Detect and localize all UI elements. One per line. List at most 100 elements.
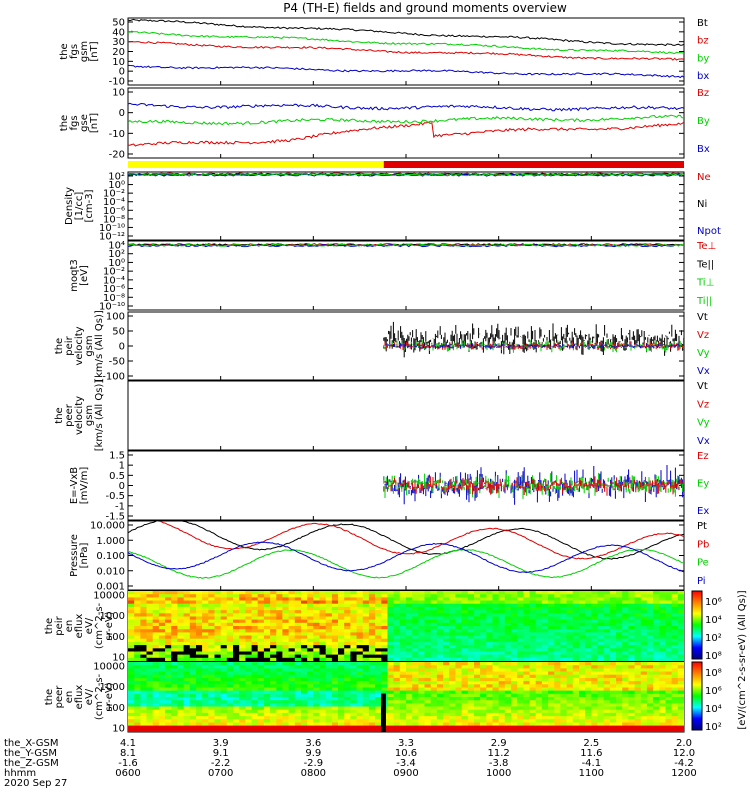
heatmap-cell [375, 687, 382, 692]
heatmap-cell [406, 706, 413, 711]
heatmap-cell [486, 674, 494, 679]
heatmap-cell [313, 668, 321, 673]
heatmap-cell [140, 697, 148, 701]
heatmap-cell [152, 638, 160, 643]
heatmap-cell [282, 687, 290, 692]
heatmap-cell [393, 700, 401, 704]
heatmap-cell [412, 594, 419, 598]
series-spikes [383, 321, 684, 358]
heatmap-cell [560, 677, 568, 682]
heatmap-cell [226, 651, 234, 656]
heatmap-cell [622, 693, 629, 698]
heatmap-cell [301, 668, 308, 673]
heatmap-cell [609, 687, 617, 692]
heatmap-cell [622, 662, 629, 666]
heatmap-cell [622, 594, 629, 598]
heatmap-cell [492, 709, 500, 714]
heatmap-cell [517, 657, 524, 661]
heatmap-cell [301, 619, 308, 624]
heatmap-cell [443, 725, 450, 730]
heatmap-cell [350, 687, 358, 692]
heatmap-cell [183, 657, 191, 661]
heatmap-cell [282, 619, 290, 624]
heatmap-cell [640, 591, 648, 595]
heatmap-cell [319, 681, 327, 685]
heatmap-cell [529, 674, 537, 679]
heatmap-cell [480, 722, 487, 727]
heatmap-cell [140, 693, 148, 698]
heatmap-cell [368, 610, 376, 614]
heatmap-cell [362, 635, 370, 640]
heatmap-cell [208, 654, 216, 659]
heatmap-cell [158, 594, 166, 598]
heatmap-cell [196, 613, 203, 618]
heatmap-cell [301, 674, 308, 679]
heatmap-cell [399, 709, 407, 714]
heatmap-cell [591, 619, 599, 624]
heatmap-cell [566, 591, 574, 595]
heatmap-cell [313, 616, 321, 621]
heatmap-cell [165, 722, 172, 727]
heatmap-cell [646, 668, 654, 673]
heatmap-cell [393, 603, 401, 608]
heatmap-cell [622, 703, 629, 708]
heatmap-cell [480, 662, 487, 666]
heatmap-cell [572, 712, 580, 717]
heatmap-cell [548, 648, 555, 653]
heatmap-cell [455, 693, 463, 698]
heatmap-cell [541, 700, 549, 704]
heatmap-cell [498, 684, 506, 689]
heatmap-cell [270, 687, 277, 692]
heatmap-cell [554, 681, 562, 685]
heatmap-cell [653, 671, 660, 676]
heatmap-cell [177, 709, 185, 714]
heatmap-cell [313, 622, 321, 627]
heatmap-cell [572, 619, 580, 624]
heatmap-cell [288, 681, 296, 685]
panel-mode_bar [128, 161, 684, 168]
heatmap-cell [523, 626, 531, 630]
heatmap-cell [128, 706, 135, 711]
heatmap-cell [245, 629, 253, 633]
heatmap-cell [294, 690, 302, 695]
heatmap-cell [677, 616, 684, 621]
heatmap-cell [140, 616, 148, 621]
heatmap-cell [480, 606, 487, 611]
heatmap-cell [183, 674, 191, 679]
heatmap-cell [189, 641, 197, 646]
heatmap-cell [263, 622, 271, 627]
heatmap-cell [233, 687, 240, 692]
heatmap-cell [461, 719, 469, 724]
heatmap-cell [257, 719, 265, 724]
heatmap-cell [245, 668, 253, 673]
heatmap-cell [609, 638, 617, 643]
heatmap-cell [128, 610, 135, 614]
heatmap-cell [208, 687, 216, 692]
heatmap-cell [579, 677, 586, 682]
heatmap-cell [517, 719, 524, 724]
heatmap-cell [418, 616, 426, 621]
heatmap-cell [239, 616, 246, 621]
heatmap-cell [622, 697, 629, 701]
heatmap-cell [362, 629, 370, 633]
heatmap-cell [523, 706, 531, 711]
heatmap-cell [146, 700, 154, 704]
heatmap-cell [622, 665, 629, 669]
heatmap-cell [220, 645, 228, 649]
heatmap-cell [368, 619, 376, 624]
heatmap-cell [338, 641, 345, 646]
heatmap-cell [245, 671, 253, 676]
heatmap-cell [294, 594, 302, 598]
heatmap-cell [560, 716, 568, 720]
heatmap-cell [128, 662, 135, 666]
heatmap-cell [461, 665, 469, 669]
heatmap-cell [350, 594, 358, 598]
heatmap-cell [671, 662, 679, 666]
heatmap-cell [375, 591, 382, 595]
heatmap-cell [375, 606, 382, 611]
heatmap-cell [461, 693, 469, 698]
heatmap-cell [504, 690, 512, 695]
heatmap-cell [239, 700, 246, 704]
legend-Npot: Npot [697, 226, 721, 237]
heatmap-cell [430, 719, 438, 724]
